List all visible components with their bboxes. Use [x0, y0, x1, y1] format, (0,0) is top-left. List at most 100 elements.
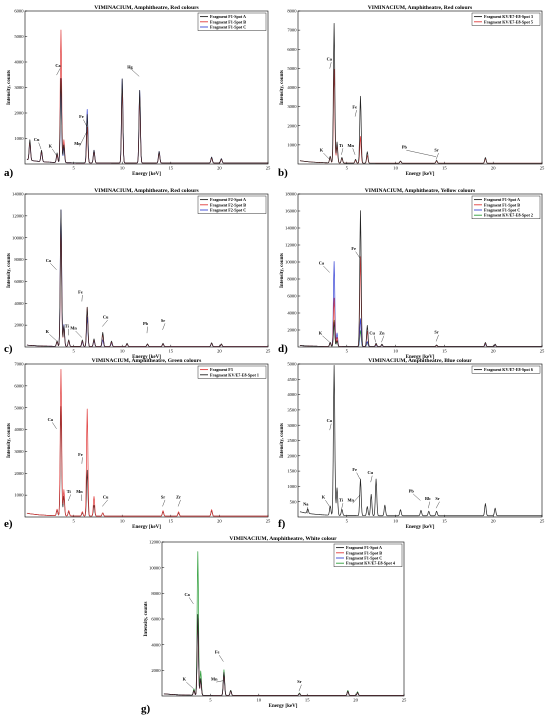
x-tick-label: 15	[442, 519, 447, 524]
annotation-pointer	[341, 503, 344, 510]
legend-entry: Fragment F1-Spot C	[210, 25, 246, 30]
y-tick-label: 3000	[14, 85, 24, 90]
series-group	[26, 29, 268, 164]
annotation-pointer	[75, 330, 82, 338]
annotation-pointer	[355, 251, 361, 259]
element-label-ca: Ca	[319, 261, 325, 266]
x-tick-label: 20	[217, 166, 222, 171]
series-group	[26, 209, 268, 347]
element-label-fe: Fe	[352, 467, 357, 472]
x-tick-label: 15	[169, 519, 174, 524]
element-label-sr: Sr	[434, 148, 438, 153]
element-label-zr: Zr	[176, 494, 181, 499]
legend-entry: Fragment KV/E7-E8-Spot 2	[484, 213, 533, 218]
annotation-pointer	[102, 319, 108, 327]
element-label-ca: Ca	[327, 57, 333, 62]
legend-entry: Fragment F2-Spot B	[210, 202, 246, 207]
legend-box	[471, 12, 541, 26]
element-label-sr: Sr	[434, 329, 438, 334]
x-tick-label: 25	[540, 349, 545, 354]
annotation-pointer	[52, 148, 57, 156]
y-tick-label: 2000	[14, 323, 24, 328]
plot-frame	[24, 10, 269, 165]
legend: Fragment KV/E7-E8-Spot 6	[471, 365, 541, 374]
x-axis-label: Energy [keV]	[269, 704, 298, 709]
element-label-sr: Sr	[435, 496, 439, 501]
y-tick-label: 3500	[287, 408, 297, 413]
annotation-pointer	[322, 335, 330, 343]
panel-label: d)	[278, 343, 288, 355]
element-label-sr: Sr	[161, 318, 165, 323]
annotation-pointer	[325, 500, 330, 507]
legend-entry: Fragment KV/E7-E8-Spot 6	[484, 367, 533, 372]
x-tick-label: 10	[393, 349, 398, 354]
annotation-pointer	[406, 150, 437, 157]
element-label-mn: Mn	[74, 141, 81, 146]
annotation-pointer	[298, 684, 302, 692]
panel-label: c)	[4, 343, 13, 355]
plot-frame	[297, 363, 543, 518]
annotation-pointer	[79, 131, 87, 147]
y-tick-label: 4000	[287, 311, 297, 316]
element-label-fe: Fe	[351, 246, 356, 251]
y-axis-label: Intensity, counts	[7, 70, 12, 105]
series-group	[299, 210, 542, 347]
y-axis-label: Intensity, counts	[280, 253, 285, 288]
plot-frame	[297, 193, 543, 348]
y-axis-label: Intensity, counts	[280, 70, 285, 105]
y-tick-label: 10000	[12, 235, 24, 240]
annotation-pointer	[435, 501, 440, 509]
element-label-k: K	[49, 143, 53, 148]
y-tick-label: 2000	[151, 668, 161, 673]
x-tick-label: 20	[491, 519, 496, 524]
element-label-fe: Fe	[215, 650, 220, 655]
annotation-pointer	[189, 597, 194, 604]
legend-entry: Fragment KV/E7-E8-Spot 1	[210, 372, 259, 377]
panel-label: g)	[141, 703, 151, 715]
x-tick-label: 5	[72, 349, 75, 354]
element-label-ti: Ti	[67, 489, 72, 494]
annotation-pointer	[68, 494, 71, 502]
y-tick-label: 500	[290, 499, 298, 504]
element-label-cu: Cu	[103, 315, 109, 320]
annotation-pointer	[68, 328, 69, 336]
x-tick-label: 20	[217, 349, 222, 354]
x-axis-label: Energy [keV]	[406, 355, 435, 360]
x-tick-label: 15	[305, 698, 310, 703]
x-axis-label: Energy [keV]	[132, 172, 161, 177]
x-axis-label: Energy [keV]	[406, 172, 435, 177]
y-tick-label: 4500	[287, 377, 297, 382]
legend-box	[197, 365, 267, 379]
panel-label: e)	[4, 518, 13, 530]
element-label-pb: Pb	[402, 145, 408, 150]
x-tick-label: 25	[266, 349, 271, 354]
element-label-ca: Ca	[46, 258, 52, 263]
y-tick-label: 8000	[287, 277, 297, 282]
y-tick-label: 12000	[12, 213, 24, 218]
element-label-sr: Sr	[297, 679, 301, 684]
element-label-cu: Cu	[369, 330, 375, 335]
series-group	[299, 22, 542, 164]
annotation-pointer	[81, 457, 83, 464]
series-line-1	[299, 22, 542, 164]
series-line-1	[26, 369, 268, 517]
y-tick-label: 1000	[287, 484, 297, 489]
y-tick-label: 18000	[285, 192, 297, 197]
y-tick-label: 4000	[14, 60, 24, 65]
y-tick-label: 3000	[287, 104, 297, 109]
annotation-pointer	[323, 265, 330, 273]
y-tick-label: 2000	[14, 111, 24, 116]
annotation-pointer	[38, 142, 42, 150]
legend-entry: Fragment KV/E7-E8-Spot 4	[346, 561, 395, 566]
x-tick-label: 10	[257, 698, 262, 703]
x-tick-label: 10	[120, 166, 125, 171]
legend-entry: Fragment KV/E7-E8-Spot 5	[484, 19, 533, 24]
panel-label: f)	[278, 518, 286, 530]
element-label-pb: Pb	[143, 321, 149, 326]
element-label-ti: Ti	[65, 323, 70, 328]
y-tick-label: 6000	[14, 383, 24, 388]
x-tick-label: 5	[72, 166, 75, 171]
